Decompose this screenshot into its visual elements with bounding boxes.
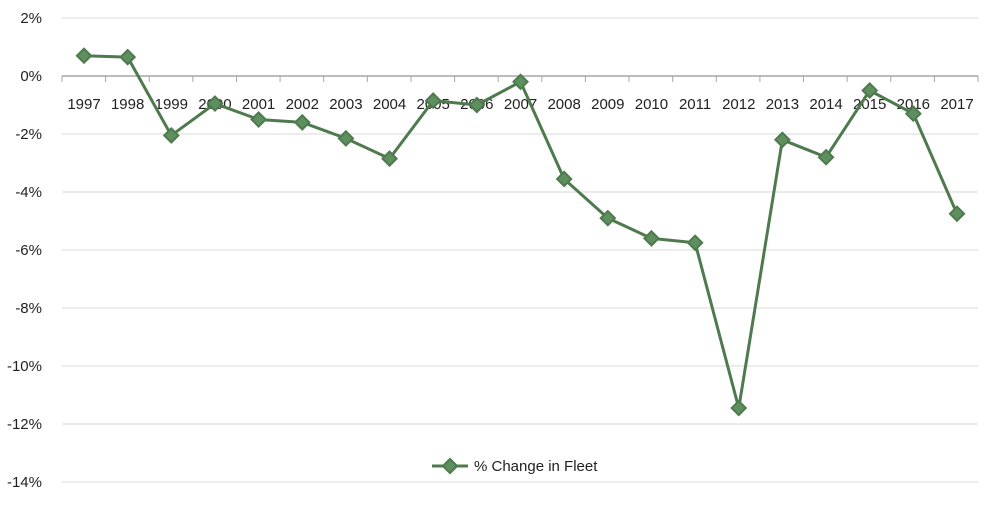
legend: % Change in Fleet [432,457,598,475]
data-point [948,205,966,223]
data-point [119,48,137,66]
y-tick-label: -8% [15,300,42,317]
data-point [381,150,399,168]
x-tick-label: 2011 [679,96,711,113]
data-point [162,126,180,144]
legend-marker [441,457,459,475]
x-tick-label: 1998 [111,96,144,113]
data-point [337,129,355,147]
data-point [75,47,93,65]
data-point [686,234,704,252]
x-tick-label: 1997 [67,96,100,113]
y-tick-label: -6% [15,242,42,259]
x-tick-label: 2014 [809,96,842,113]
data-point [206,95,224,113]
x-tick-label: 2012 [722,96,755,113]
series-group [75,47,966,417]
legend-label: % Change in Fleet [474,458,598,475]
data-point [904,105,922,123]
data-point [512,73,529,91]
y-tick-label: 2% [20,10,42,27]
data-point [555,170,573,188]
y-tick-label: -10% [7,358,42,375]
data-point [293,113,311,131]
y-tick-label: -12% [7,416,42,433]
data-point [817,148,835,166]
data-point [730,399,748,417]
x-tick-label: 2017 [940,96,973,113]
data-point [424,92,442,110]
y-tick-labels: 2% 0% -2% -4% -6% -8% -10% -12% -14% [7,10,42,491]
x-tick-label: 2015 [853,96,886,113]
data-point [250,111,268,128]
x-tick-label: 2003 [329,96,362,113]
x-tick-label: 2010 [635,96,668,113]
x-tick-label: 2001 [242,96,275,113]
x-tick-label: 1999 [155,96,188,113]
data-point [861,82,879,99]
x-tick-label: 2009 [591,96,624,113]
x-tick-label: 2008 [547,96,580,113]
data-point [642,229,660,247]
data-point [468,96,486,114]
x-tick-labels: 1997199819992000200120022003200420052006… [67,96,973,113]
x-tick-label: 2013 [766,96,799,113]
x-tick-label: 2002 [286,96,319,113]
y-tick-label: 0% [20,68,42,85]
y-tick-label: -4% [15,184,42,201]
y-tick-label: -2% [15,126,42,143]
x-tick-label: 2004 [373,96,406,113]
data-point [599,209,617,227]
y-tick-label: -14% [7,474,42,491]
data-point [773,131,791,149]
